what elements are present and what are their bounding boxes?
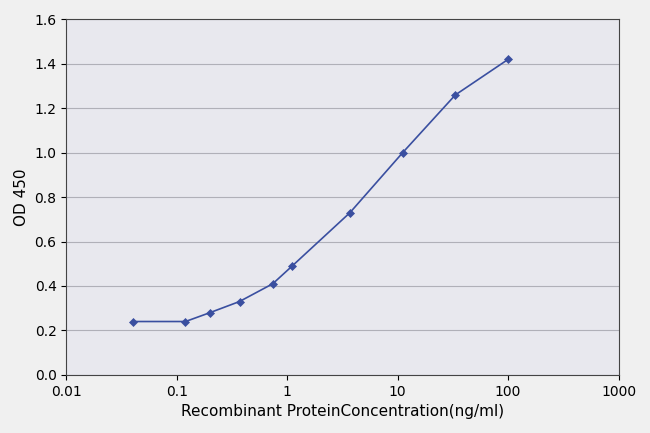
Y-axis label: OD 450: OD 450 bbox=[14, 168, 29, 226]
X-axis label: Recombinant ProteinConcentration(ng/ml): Recombinant ProteinConcentration(ng/ml) bbox=[181, 404, 504, 419]
